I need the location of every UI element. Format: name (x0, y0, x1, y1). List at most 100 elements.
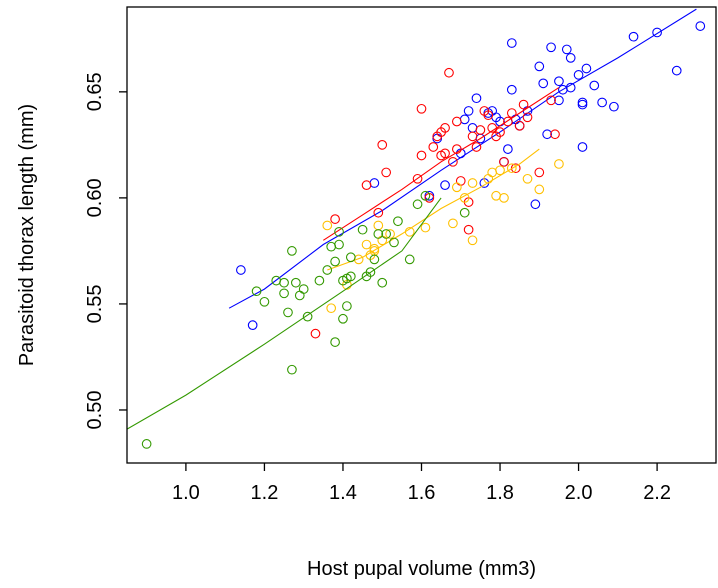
data-point (251, 286, 262, 297)
y-axis-title: Parasitoid thorax length (mm) (16, 104, 38, 366)
data-point (361, 239, 372, 250)
data-point (279, 277, 289, 288)
data-point (236, 265, 246, 275)
data-point (554, 95, 564, 106)
data-point (310, 328, 321, 339)
data-point (369, 254, 380, 265)
data-point (440, 123, 450, 133)
data-point (495, 165, 505, 176)
data-point (287, 364, 297, 375)
x-tick-label: 1.6 (408, 482, 436, 504)
series-3 (126, 190, 470, 449)
data-point (373, 229, 384, 239)
data-point (609, 101, 619, 112)
data-point (546, 95, 556, 106)
data-point (357, 224, 368, 235)
data-point (538, 78, 549, 89)
fit-line (327, 148, 540, 271)
data-point (389, 237, 399, 248)
fit-line (228, 8, 697, 309)
data-point (428, 142, 439, 152)
y-tick-label: 0.55 (84, 284, 106, 323)
x-tick-label: 2.2 (643, 482, 671, 504)
data-point (330, 214, 340, 224)
data-point (345, 271, 356, 282)
data-point (495, 127, 505, 137)
data-point (577, 99, 588, 110)
data-point (589, 80, 600, 91)
data-point (330, 337, 340, 347)
data-point (298, 284, 309, 294)
data-point (141, 439, 152, 449)
data-point (322, 265, 333, 275)
data-point (467, 178, 478, 188)
data-point (506, 38, 517, 48)
data-point (503, 116, 513, 127)
data-point (459, 207, 470, 218)
data-point (451, 182, 462, 193)
plot-frame (126, 6, 717, 464)
data-point (393, 216, 403, 227)
data-point (420, 190, 431, 201)
data-point (369, 178, 380, 188)
data-point (385, 229, 395, 239)
x-tick-label: 1.2 (251, 482, 279, 504)
x-tick-label: 1.8 (486, 482, 514, 504)
data-point (514, 120, 525, 131)
data-point (467, 131, 478, 142)
data-point (518, 99, 529, 110)
data-point (334, 226, 344, 237)
data-point (334, 239, 344, 250)
data-point (404, 254, 415, 265)
data-point (530, 199, 541, 210)
data-point (381, 229, 392, 239)
data-point (483, 110, 494, 121)
data-point (326, 303, 337, 314)
data-point (522, 173, 533, 184)
data-point (534, 184, 545, 195)
data-point (330, 256, 340, 267)
data-point (463, 106, 474, 116)
data-point (294, 290, 305, 301)
y-tick-label: 0.50 (84, 391, 106, 430)
data-point (554, 159, 564, 169)
data-point (534, 61, 545, 72)
data-point (522, 112, 533, 123)
data-point (471, 142, 482, 152)
data-point (345, 252, 356, 263)
data-point (652, 27, 662, 38)
data-point (361, 180, 372, 191)
data-point (577, 97, 588, 108)
data-point (412, 173, 423, 184)
series-2 (322, 148, 564, 314)
data-point (471, 93, 482, 104)
data-point (287, 246, 297, 256)
data-point (561, 44, 572, 55)
data-point (247, 320, 258, 330)
y-axis: 0.50 0.55 0.60 0.65 (84, 72, 127, 429)
data-point (412, 199, 423, 210)
data-point (416, 150, 427, 161)
data-point (377, 277, 388, 288)
data-point (581, 63, 592, 74)
series-1 (310, 67, 560, 339)
data-point (342, 301, 352, 311)
data-point (373, 207, 384, 218)
data-point (671, 65, 682, 76)
data-point (546, 42, 556, 53)
data-point (550, 129, 560, 140)
x-axis-title: Host pupal volume (mm3) (307, 558, 536, 580)
data-point (467, 235, 478, 246)
x-axis: 1.0 1.2 1.4 1.6 1.8 2.0 2.2 (172, 463, 671, 504)
fit-line (323, 87, 560, 241)
data-point (432, 133, 443, 144)
x-tick-label: 1.0 (172, 482, 200, 504)
data-point (365, 267, 376, 277)
plot-data-layer (126, 8, 706, 449)
data-point (283, 307, 293, 318)
y-tick-label: 0.60 (84, 178, 106, 217)
data-point (459, 114, 470, 125)
data-point (565, 53, 576, 63)
data-point (377, 140, 388, 150)
